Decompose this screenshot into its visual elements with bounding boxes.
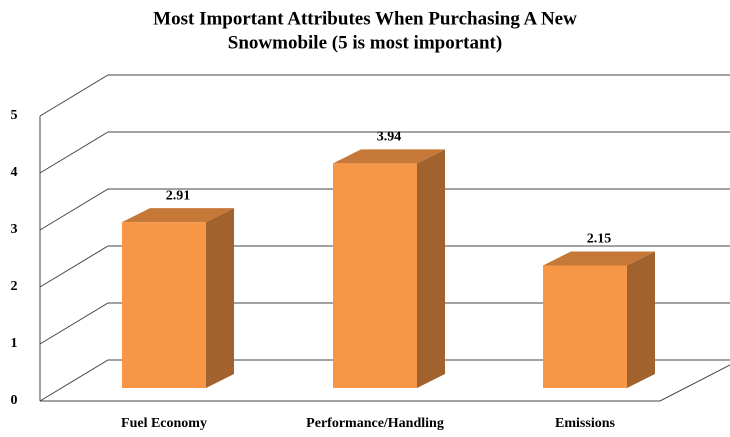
- grid-line: [39, 188, 730, 231]
- chart-title: Most Important Attributes When Purchasin…: [153, 8, 577, 29]
- value-label: 3.94: [377, 130, 402, 145]
- bar-top: [122, 208, 234, 223]
- bar-top: [543, 251, 655, 266]
- floor-edge: [40, 364, 730, 402]
- y-tick-label: 1: [11, 336, 18, 351]
- grid-line: [39, 302, 730, 345]
- bar: [543, 265, 627, 388]
- y-tick-label: 0: [11, 393, 18, 408]
- bar-side: [627, 251, 655, 388]
- chart-title: Snowmobile (5 is most important): [228, 32, 502, 53]
- value-label: 2.91: [166, 188, 191, 203]
- y-tick-label: 5: [11, 108, 18, 123]
- bar-side: [417, 149, 445, 388]
- grid-line: [39, 131, 730, 174]
- x-tick-label: Emissions: [555, 416, 615, 431]
- bar-top: [333, 149, 445, 164]
- bar: [122, 222, 206, 388]
- grid-line: [39, 359, 730, 402]
- x-tick-label: Performance/Handling: [306, 416, 444, 431]
- bar-side: [206, 208, 234, 388]
- bar: [333, 163, 417, 388]
- y-tick-label: 3: [11, 222, 18, 237]
- x-tick-label: Fuel Economy: [121, 416, 207, 431]
- grid-line: [39, 245, 730, 288]
- grid-line: [39, 74, 730, 117]
- value-label: 2.15: [587, 232, 612, 247]
- y-tick-label: 2: [11, 279, 18, 294]
- y-tick-label: 4: [11, 165, 18, 180]
